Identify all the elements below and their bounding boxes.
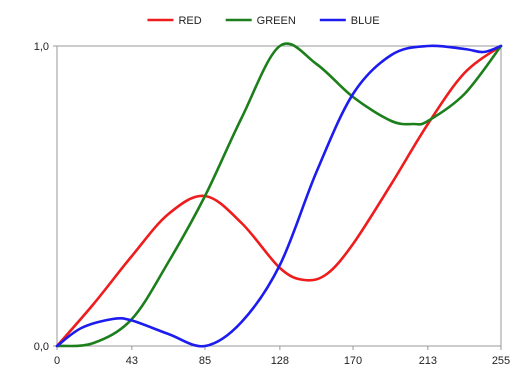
x-axis: 0 43 85 128 170 213 255 <box>54 346 510 367</box>
x-tick-label: 85 <box>199 355 211 367</box>
plot-area <box>56 45 502 347</box>
legend-label-green: GREEN <box>257 15 296 27</box>
series-layer <box>55 42 503 348</box>
y-tick-label: 0,0 <box>34 341 49 353</box>
x-tick-label: 213 <box>419 355 437 367</box>
legend: RED GREEN BLUE <box>147 15 380 27</box>
x-tick-label: 128 <box>271 355 289 367</box>
y-axis: 0,0 1,0 <box>34 41 57 353</box>
legend-label-red: RED <box>178 15 201 27</box>
x-tick-label: 170 <box>344 355 362 367</box>
x-tick-label: 255 <box>492 355 510 367</box>
series-line-green <box>55 42 503 348</box>
x-tick-label: 0 <box>54 355 60 367</box>
series-line-blue <box>55 44 503 348</box>
x-tick-label: 43 <box>126 355 138 367</box>
y-tick-label: 1,0 <box>34 41 49 53</box>
legend-label-blue: BLUE <box>351 15 380 27</box>
series-line-red <box>55 44 503 348</box>
